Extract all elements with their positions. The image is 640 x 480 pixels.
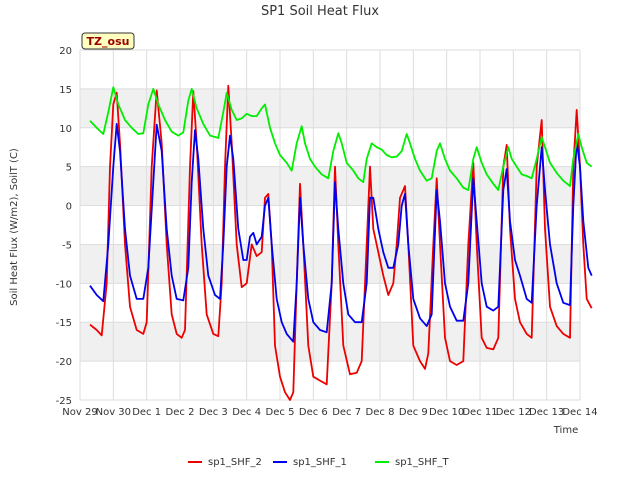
y-tick-label: 0 xyxy=(66,202,72,213)
x-tick-label: Dec 1 xyxy=(132,407,161,418)
x-tick-label: Dec 14 xyxy=(562,407,597,418)
x-tick-label: Dec 6 xyxy=(299,407,328,418)
series-layer xyxy=(89,84,593,401)
grid xyxy=(79,49,581,401)
x-tick-label: Dec 4 xyxy=(232,407,261,418)
plot-background xyxy=(80,50,580,400)
grid-band xyxy=(80,244,580,284)
y-axis-ticks: -25 -20 -15 -10 -5 0 5 10 15 20 xyxy=(56,46,72,407)
x-axis-label: Time xyxy=(553,425,578,436)
y-tick-label: 10 xyxy=(59,124,72,135)
x-tick-label: Dec 13 xyxy=(529,407,564,418)
y-tick-label: -15 xyxy=(56,318,72,329)
x-tick-label: Dec 2 xyxy=(166,407,195,418)
legend-label-sp1_SHF_T: sp1_SHF_T xyxy=(395,457,450,468)
x-tick-label: Dec 10 xyxy=(429,407,464,418)
y-axis-label: Soil Heat Flux (W/m2), SoilT (C) xyxy=(9,148,20,306)
x-tick-label: Nov 29 xyxy=(62,407,97,418)
grid-band xyxy=(80,88,580,128)
badge: TZ_osu xyxy=(81,32,135,50)
y-tick-label: 5 xyxy=(66,163,72,174)
legend-label-sp1_SHF_1: sp1_SHF_1 xyxy=(293,457,347,468)
x-tick-label: Dec 8 xyxy=(366,407,395,418)
x-tick-label: Dec 11 xyxy=(462,407,497,418)
series-line-sp1_SHF_1 xyxy=(89,123,593,343)
y-tick-label: 20 xyxy=(59,46,72,57)
x-tick-label: Dec 9 xyxy=(399,407,428,418)
y-tick-label: 15 xyxy=(59,85,72,96)
x-tick-label: Dec 3 xyxy=(199,407,228,418)
legend: sp1_SHF_2 sp1_SHF_1 sp1_SHF_T xyxy=(188,457,450,468)
x-tick-label: Dec 7 xyxy=(332,407,361,418)
y-tick-label: -10 xyxy=(56,279,72,290)
x-tick-label: Nov 30 xyxy=(96,407,131,418)
badge-label: TZ_osu xyxy=(87,35,130,48)
y-tick-label: -20 xyxy=(56,357,72,368)
y-tick-label: -5 xyxy=(62,240,72,251)
x-tick-label: Dec 12 xyxy=(496,407,531,418)
series-line-sp1_SHF_T xyxy=(89,86,593,191)
chart-title: SP1 Soil Heat Flux xyxy=(261,4,379,19)
series-line-sp1_SHF_2 xyxy=(89,84,593,401)
y-tick-label: -25 xyxy=(56,396,72,407)
legend-label-sp1_SHF_2: sp1_SHF_2 xyxy=(208,457,262,468)
badge-box xyxy=(81,32,135,50)
x-tick-label: Dec 5 xyxy=(266,407,295,418)
